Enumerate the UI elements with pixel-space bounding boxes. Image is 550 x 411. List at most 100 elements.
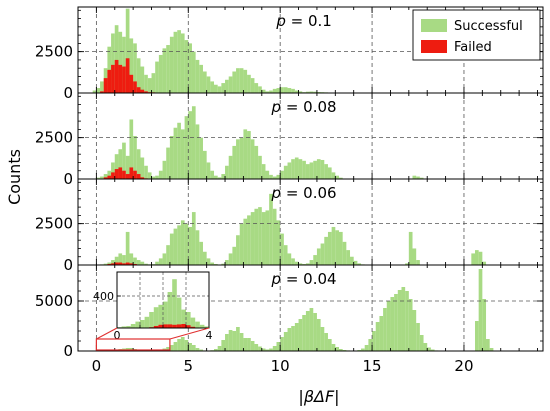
successful-bar [214, 175, 218, 179]
successful-bar [147, 172, 152, 179]
failed-bar [125, 174, 130, 179]
failed-bar [125, 58, 130, 93]
successful-bar [482, 261, 487, 265]
successful-bar [283, 87, 288, 93]
failed-bar [133, 170, 137, 179]
failed-bar [129, 167, 134, 179]
successful-bar [294, 90, 299, 93]
successful-bar [291, 88, 295, 93]
bars-group [96, 106, 424, 179]
successful-bar [309, 162, 314, 179]
inset-y-tick-label: 400 [93, 290, 114, 303]
inset-successful-bar [144, 316, 150, 328]
successful-bar [195, 59, 200, 93]
failed-bar [118, 64, 123, 93]
successful-bar [309, 260, 314, 265]
successful-bar [327, 339, 332, 351]
successful-bar [430, 349, 435, 351]
failed-bar [118, 262, 123, 265]
successful-bar [129, 38, 134, 93]
successful-bar [269, 90, 273, 93]
successful-bar [305, 311, 310, 351]
successful-bar [276, 342, 281, 351]
successful-bar [214, 84, 218, 93]
successful-bar [103, 174, 108, 179]
successful-bar [199, 241, 203, 265]
successful-bar [140, 261, 145, 265]
successful-bar [291, 326, 295, 351]
successful-bar [265, 349, 270, 351]
failed-bar [140, 177, 145, 179]
successful-bar [228, 76, 233, 93]
successful-bar [478, 251, 483, 265]
successful-bar [199, 349, 203, 351]
failed-bar [144, 91, 148, 93]
successful-bar [272, 208, 277, 265]
x-tick-label: 0 [92, 357, 102, 375]
legend-label: Failed [454, 40, 492, 55]
inset-successful-bar [135, 321, 140, 328]
successful-bar [188, 111, 192, 179]
successful-bar [247, 338, 251, 351]
successful-bar [177, 30, 181, 93]
panel-label: p = 0.1 [275, 12, 332, 30]
successful-bar [258, 207, 262, 265]
inset-successful-bar [163, 301, 168, 328]
successful-bar [221, 340, 226, 351]
successful-bar [302, 315, 306, 351]
successful-bar [236, 68, 240, 93]
successful-bar [191, 345, 196, 351]
panel-label: p = 0.04 [271, 270, 337, 288]
successful-bar [114, 25, 119, 93]
successful-bar [416, 323, 420, 351]
successful-bar [254, 208, 259, 265]
inset-failed-bar [181, 324, 186, 328]
successful-bar [144, 165, 148, 179]
successful-bar [272, 346, 277, 351]
successful-bar [232, 246, 237, 265]
successful-bar [180, 33, 185, 93]
legend-label: Successful [454, 19, 523, 34]
successful-bar [173, 127, 178, 179]
successful-bar [287, 253, 292, 265]
successful-bar [357, 263, 362, 265]
bars-group [100, 269, 494, 351]
successful-bar [221, 263, 226, 265]
successful-bar [199, 137, 203, 179]
successful-bar [302, 160, 306, 179]
successful-bar [298, 91, 303, 93]
y-tick-label: 0 [63, 256, 73, 274]
successful-bar [327, 231, 332, 265]
successful-bar [338, 231, 343, 265]
successful-bar [122, 36, 126, 93]
successful-bar [217, 86, 222, 93]
failed-bar [111, 172, 115, 179]
successful-bar [261, 164, 266, 179]
successful-bar [294, 323, 299, 351]
successful-bar [316, 319, 321, 351]
successful-bar [243, 129, 248, 179]
successful-bar [272, 176, 277, 179]
successful-bar [188, 226, 192, 265]
inset-successful-bar [153, 307, 159, 328]
successful-bar [118, 149, 123, 179]
successful-bar [210, 262, 215, 265]
successful-bar [166, 45, 170, 93]
successful-bar [250, 78, 255, 93]
successful-bar [261, 89, 266, 93]
successful-bar [247, 74, 251, 93]
successful-bar [221, 174, 226, 179]
successful-bar [166, 245, 170, 265]
successful-bar [276, 220, 281, 265]
inset-successful-bar [186, 312, 191, 328]
failed-bar [100, 91, 104, 93]
failed-bar [111, 263, 115, 265]
successful-bar [199, 64, 203, 93]
successful-bar [140, 157, 145, 179]
zoom-region-box [95, 338, 171, 351]
successful-bar [136, 260, 141, 265]
y-tick-label: 0 [63, 342, 73, 360]
successful-bar [169, 136, 174, 179]
successful-bar [195, 124, 200, 179]
